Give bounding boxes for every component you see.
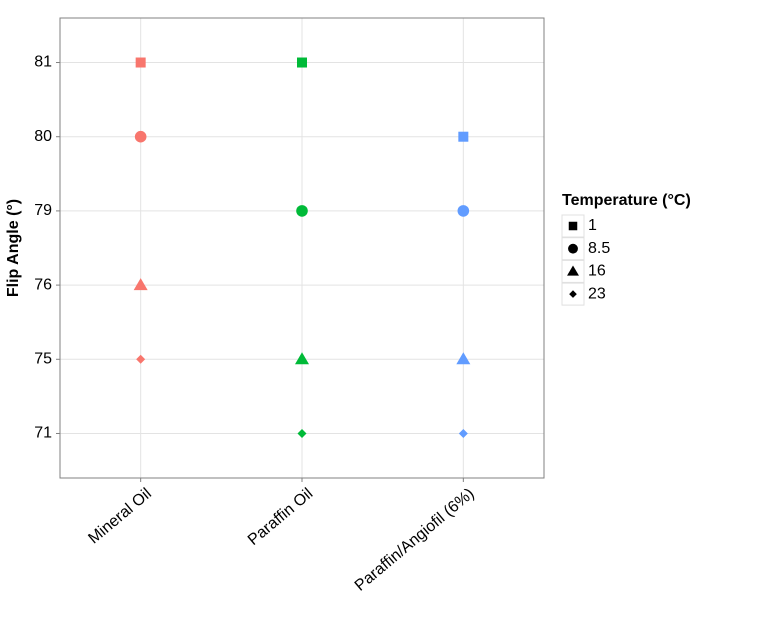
y-tick-label: 80 [34,128,52,145]
x-tick-label: Mineral Oil [85,485,155,547]
y-tick-label: 79 [34,202,52,219]
y-tick-label: 76 [34,276,52,293]
legend-label: 8.5 [588,240,610,257]
y-tick-label: 71 [34,425,52,442]
point-square [297,57,307,68]
point-triangle [567,265,579,276]
point-diamond [297,428,307,438]
point-circle [457,205,470,217]
point-square [568,221,578,231]
legend-label: 16 [588,263,606,280]
point-triangle [295,352,309,365]
y-tick-label: 81 [34,54,52,71]
y-tick-label: 75 [34,351,52,368]
x-tick-label: Paraffin/Angiofil (6%) [352,485,478,594]
legend-label: 1 [588,217,597,234]
y-axis-label: Flip Angle (°) [5,199,22,297]
x-tick-label: Paraffin Oil [245,485,316,549]
point-triangle [456,352,471,365]
legend-label: 23 [588,285,606,302]
point-diamond [136,354,146,364]
point-diamond [569,290,577,298]
point-triangle [133,278,148,291]
point-circle [134,130,147,143]
legend-title: Temperature (°C) [562,192,691,209]
point-circle [296,205,308,217]
point-square [135,57,146,68]
point-diamond [458,428,468,438]
point-square [458,131,469,142]
point-circle [568,243,578,254]
